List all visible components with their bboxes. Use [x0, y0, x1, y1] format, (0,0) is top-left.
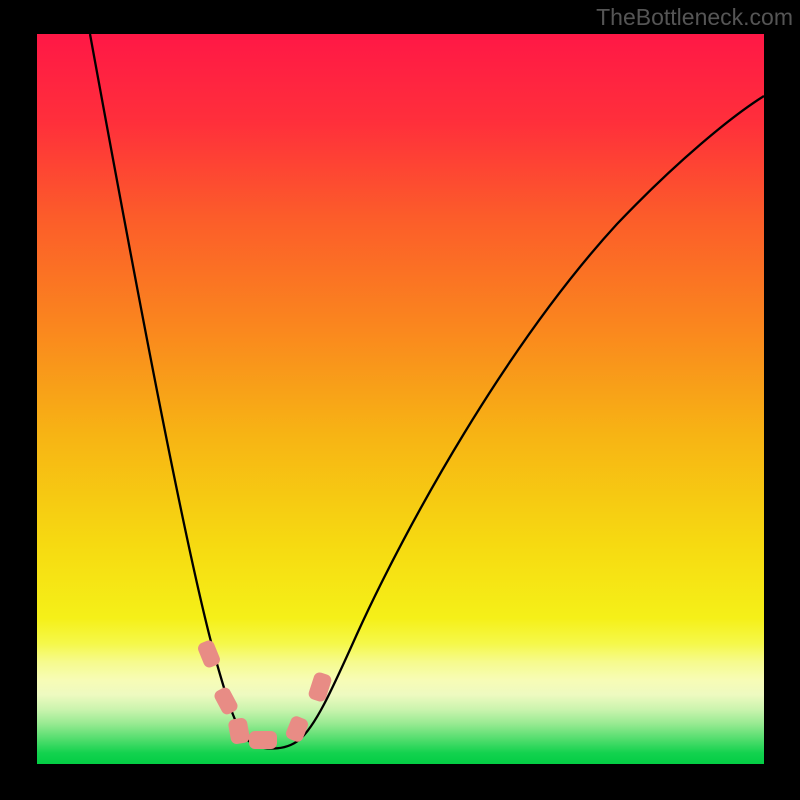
- plot-area: [37, 34, 764, 764]
- marker-dot: [249, 731, 277, 749]
- watermark-text: TheBottleneck.com: [596, 4, 793, 31]
- curve-layer: [37, 34, 764, 764]
- marker-dot: [212, 686, 239, 717]
- marker-dot: [284, 715, 310, 744]
- chart-container: TheBottleneck.com: [0, 0, 800, 800]
- marker-dot: [227, 717, 250, 745]
- marker-group: [196, 639, 333, 749]
- bottleneck-curve: [90, 34, 764, 749]
- marker-dot: [307, 671, 333, 703]
